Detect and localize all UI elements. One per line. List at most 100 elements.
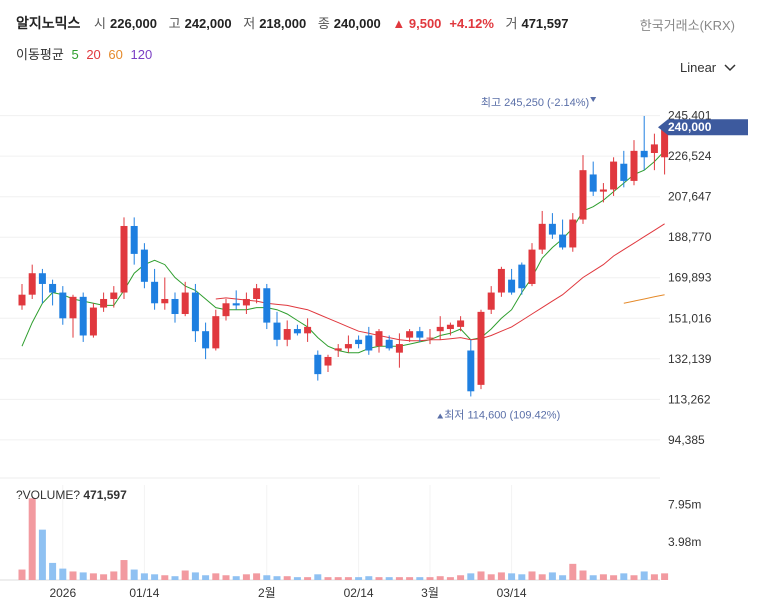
candle <box>151 268 159 310</box>
candle <box>273 311 281 347</box>
candle-body <box>630 150 638 181</box>
candle-body <box>161 298 169 304</box>
candle <box>508 268 516 295</box>
candle-body <box>344 344 352 349</box>
volume-value: 471,597 <box>521 16 569 31</box>
volume-bar <box>171 576 179 580</box>
candle-body <box>416 331 424 338</box>
volume-bar <box>130 569 138 580</box>
candle <box>569 213 577 252</box>
candle-body <box>79 296 87 336</box>
candle-body <box>120 225 128 293</box>
candle <box>477 309 485 390</box>
high-marker-icon <box>590 96 597 102</box>
candle-body <box>385 339 393 349</box>
low-label: 저 <box>243 16 256 31</box>
candle-body <box>640 150 648 158</box>
price-tick-label: 169,893 <box>668 271 712 285</box>
volume-bar <box>569 563 577 580</box>
candle-body <box>89 307 97 336</box>
x-tick-label: 01/14 <box>129 586 159 600</box>
candle <box>100 292 108 312</box>
price-tick-label: 188,770 <box>668 230 712 244</box>
candle <box>28 264 36 299</box>
volume-bar <box>242 574 250 580</box>
volume-bar <box>181 570 189 580</box>
candle-body <box>222 303 230 317</box>
candle <box>130 217 138 265</box>
candle-body <box>151 281 159 304</box>
candle-body <box>661 127 669 158</box>
candle-body <box>579 170 587 220</box>
volume-bar <box>385 577 393 580</box>
candle <box>191 283 199 342</box>
volume-bar <box>202 575 210 580</box>
candle-body <box>171 298 179 315</box>
volume-bar <box>273 576 281 580</box>
candle <box>202 322 210 360</box>
x-tick-label: 2월 <box>258 586 276 600</box>
volume-bar <box>263 575 271 580</box>
volume-bar <box>528 571 536 580</box>
price-tick-label: 94,385 <box>668 433 705 447</box>
x-tick-label: 3월 <box>421 586 439 600</box>
candle <box>324 354 332 372</box>
x-tick-label: 03/14 <box>497 586 527 600</box>
candle <box>650 133 658 171</box>
candle <box>497 266 505 297</box>
candle-body <box>100 298 108 308</box>
candle-body <box>253 288 261 299</box>
volume-bar <box>630 575 638 580</box>
volume-bar <box>324 577 332 580</box>
candle <box>538 210 546 254</box>
candle <box>69 294 77 338</box>
candle-body <box>49 283 57 293</box>
candle-body <box>446 324 454 330</box>
x-tick-label: 2026 <box>49 586 76 600</box>
candle <box>232 290 240 310</box>
low-marker-icon <box>437 413 444 419</box>
candle-body <box>324 356 332 366</box>
candle-body <box>191 292 199 332</box>
stock-name: 알지노믹스 <box>16 15 81 31</box>
volume-bar <box>457 575 465 580</box>
scale-selector[interactable]: Linear <box>680 60 736 75</box>
candle-body <box>263 288 271 323</box>
candle <box>640 115 648 171</box>
candle <box>355 335 363 349</box>
candle-body <box>212 316 220 349</box>
candle <box>457 316 465 332</box>
volume-tick-label: 7.95m <box>668 497 701 511</box>
candle <box>334 344 342 357</box>
volume-bar <box>304 577 312 580</box>
price-tick-label: 207,647 <box>668 190 712 204</box>
change-value: ▲ 9,500 <box>392 16 442 31</box>
candle <box>416 326 424 342</box>
scale-label: Linear <box>680 60 717 75</box>
volume-bar <box>548 572 556 580</box>
candle <box>518 262 526 295</box>
candle <box>661 122 669 175</box>
high-annotation: 최고 245,250 (-2.14%) <box>481 96 589 109</box>
ma-5-label: 5 <box>71 47 79 62</box>
volume-bar <box>406 577 414 580</box>
volume-bar <box>161 575 169 580</box>
volume-label: ?VOLUME? 471,597 <box>16 488 127 502</box>
volume-bar <box>59 568 67 580</box>
candle <box>559 219 567 250</box>
candle-body <box>28 273 36 295</box>
volume-bar <box>559 575 567 580</box>
price-tick-label: 151,016 <box>668 311 712 325</box>
candle-body <box>304 326 312 334</box>
candle-body <box>334 348 342 351</box>
volume-label-value: 471,597 <box>83 488 127 502</box>
volume-bar <box>640 571 648 580</box>
volume-bar <box>140 573 148 580</box>
candle-body <box>293 329 301 334</box>
volume-bar <box>610 575 618 580</box>
volume-bar <box>661 573 669 580</box>
candle-body <box>508 279 516 293</box>
candle <box>293 324 301 336</box>
candle-body <box>528 249 536 284</box>
